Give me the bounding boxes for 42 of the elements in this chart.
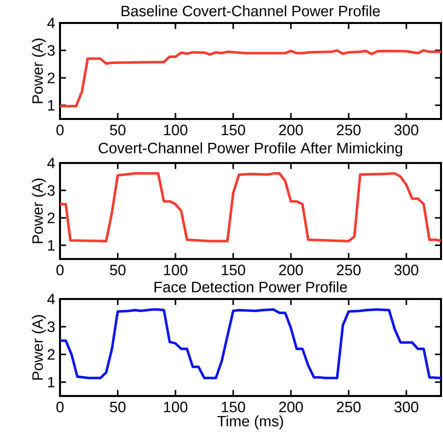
x-tick-label: 250 bbox=[336, 264, 361, 276]
x-tick-label: 50 bbox=[110, 124, 126, 136]
y-tick-label: 1 bbox=[48, 240, 55, 250]
x-tick-label: 100 bbox=[164, 402, 188, 412]
x-tick-label: 200 bbox=[279, 124, 303, 136]
x-tick-label: 200 bbox=[279, 264, 303, 276]
y-tick-label: 3 bbox=[48, 45, 55, 56]
y-axis-title: Power (A) bbox=[32, 315, 46, 380]
y-tick-label: 3 bbox=[48, 321, 55, 332]
y-tick-label: 1 bbox=[48, 100, 55, 110]
x-tick-label: 300 bbox=[394, 402, 418, 412]
y-axis-title: Power (A) bbox=[32, 178, 46, 244]
y-tick-label: 2 bbox=[48, 72, 55, 84]
chart-title: Covert-Channel Power Profile After Mimicking bbox=[98, 142, 402, 156]
y-tick-label: 2 bbox=[48, 212, 55, 224]
y-tick-label: 2 bbox=[48, 349, 55, 360]
y-tick-label: 4 bbox=[47, 294, 55, 304]
x-tick-label: 0 bbox=[56, 402, 64, 412]
x-tick-label: 150 bbox=[222, 124, 246, 136]
chart-title: Face Detection Power Profile bbox=[154, 281, 347, 292]
x-tick-label: 250 bbox=[336, 124, 361, 136]
x-tick-label: 50 bbox=[110, 264, 126, 276]
x-tick-label: 100 bbox=[164, 124, 188, 136]
y-axis-title: Power (A) bbox=[32, 38, 46, 104]
chart-title: Baseline Covert-Channel Power Profile bbox=[122, 5, 380, 16]
y-tick-label: 4 bbox=[47, 18, 55, 28]
y-tick-label: 1 bbox=[48, 376, 55, 388]
x-tick-label: 100 bbox=[164, 264, 188, 276]
x-tick-label: 300 bbox=[394, 264, 418, 276]
x-axis-title: Time (ms) bbox=[217, 415, 284, 430]
x-tick-label: 50 bbox=[110, 402, 126, 412]
x-tick-label: 200 bbox=[279, 402, 303, 412]
line-series bbox=[60, 308, 442, 380]
x-tick-label: 250 bbox=[336, 402, 361, 412]
line-series bbox=[60, 172, 442, 242]
y-tick-label: 4 bbox=[47, 158, 55, 168]
x-tick-label: 0 bbox=[56, 264, 64, 276]
y-tick-label: 3 bbox=[48, 185, 55, 196]
x-tick-label: 300 bbox=[394, 124, 418, 136]
x-tick-label: 150 bbox=[222, 402, 246, 412]
x-tick-label: 150 bbox=[222, 264, 246, 276]
x-tick-label: 0 bbox=[56, 124, 64, 136]
